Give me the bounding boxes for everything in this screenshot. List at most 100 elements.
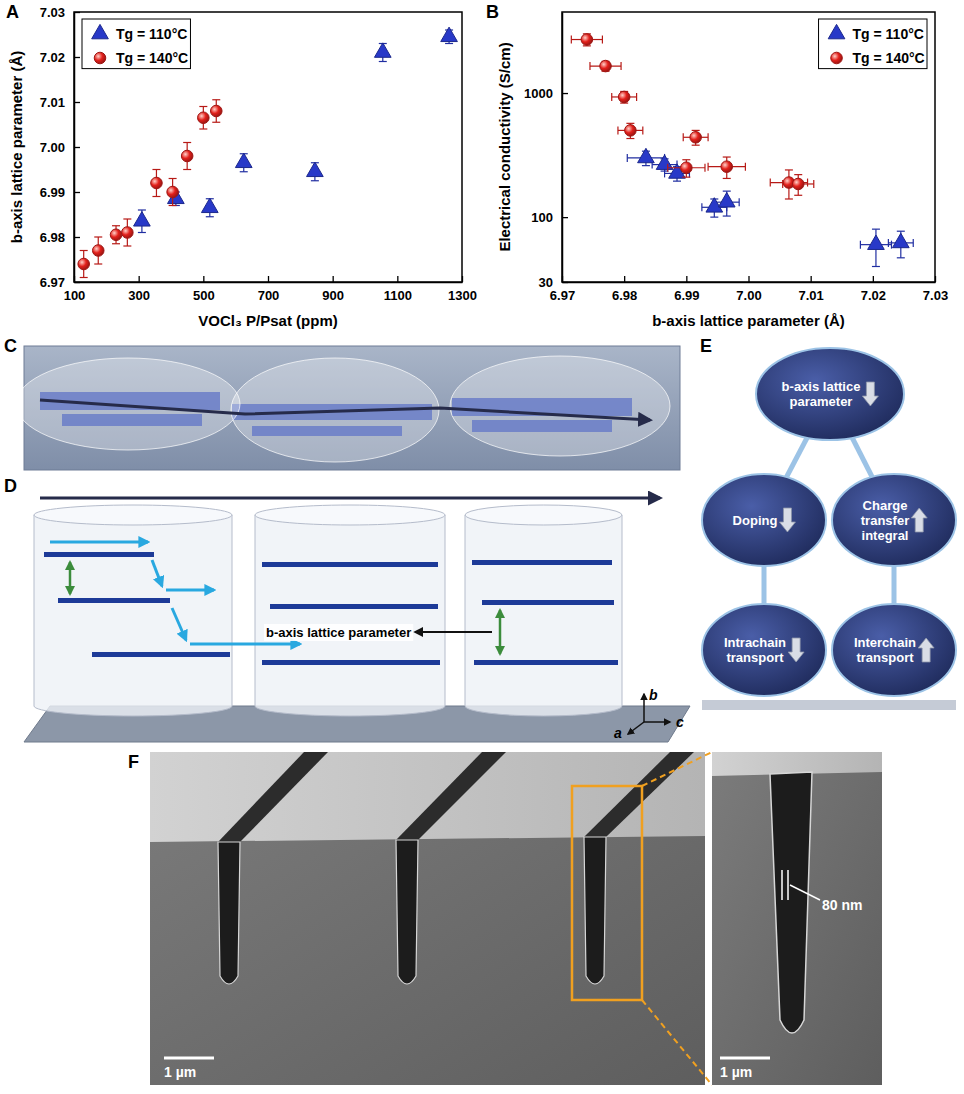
x-error-cap: [664, 169, 665, 177]
x-axis-tick: 6.98: [612, 276, 637, 303]
panel-e: b-axis latticeparameterDopingChargetrans…: [702, 348, 956, 710]
data-point: [690, 132, 702, 144]
y-error-cap: [94, 236, 102, 237]
y-axis: 6.976.986.997.007.017.027.03: [40, 5, 80, 290]
x-axis-tick-mark: [686, 276, 687, 282]
x-axis-tick: 7.02: [861, 276, 886, 303]
x-axis-tick-label: 500: [193, 288, 215, 303]
y-error-cap: [183, 142, 191, 143]
y-error-cap: [80, 277, 88, 278]
trend-arrow: [862, 382, 878, 406]
y-error-cap: [692, 145, 700, 146]
legend-item: Tg = 110°C: [92, 24, 188, 42]
x-axis-tick-mark: [203, 276, 204, 282]
legend-marker: [92, 24, 109, 38]
y-axis-tick: 7.02: [40, 50, 80, 65]
x-error-cap: [739, 198, 740, 206]
data-marks: [78, 27, 457, 277]
data-point: [681, 162, 693, 174]
x-axis-tick-label: 7.03: [923, 288, 948, 303]
y-axis-tick-label: 6.97: [40, 275, 65, 290]
x-error-cap: [770, 179, 771, 187]
y-error-cap: [723, 178, 731, 179]
scale-bar-label: 1 µm: [164, 1064, 196, 1080]
x-axis-tick: 6.99: [674, 276, 699, 303]
legend-marker: [828, 24, 845, 38]
x-error-cap: [636, 93, 637, 101]
y-axis-tick-label: 6.99: [40, 185, 65, 200]
x-axis-tick-label: 7.00: [736, 288, 761, 303]
x-error-cap: [707, 163, 708, 171]
y-axis-tick-mark: [562, 282, 568, 283]
y-error-cap: [199, 128, 207, 129]
node: [756, 348, 904, 440]
node-label: Chargetransferintegral: [861, 498, 909, 543]
x-error-cap: [611, 93, 612, 101]
y-error-cap: [710, 217, 718, 218]
y-error-cap: [626, 123, 634, 124]
legend-box: [819, 19, 927, 69]
x-axis-tick-mark: [139, 276, 140, 282]
y-axis-tick: 7.00: [40, 140, 80, 155]
y-axis-tick: 1000: [524, 86, 568, 101]
y-error-cap: [872, 229, 880, 230]
y-error-cap: [794, 174, 802, 175]
series: [78, 100, 222, 278]
figure: ABCDEF100300500700900110013006.976.986.9…: [0, 0, 964, 1094]
x-axis: 6.976.986.997.007.017.027.03: [550, 276, 948, 303]
y-error-cap: [642, 165, 650, 166]
sem-image: [150, 752, 705, 1085]
x-error-cap: [813, 180, 814, 188]
zoom-box: [572, 786, 642, 1000]
y-error-cap: [112, 225, 120, 226]
y-axis-tick-label: 100: [531, 210, 553, 225]
y-axis-tick-label: 30: [539, 275, 553, 290]
x-axis-tick-mark: [462, 276, 463, 282]
y-axis-tick-label: 6.98: [40, 230, 65, 245]
x-axis-tick-mark: [268, 276, 269, 282]
trench-top: [584, 752, 694, 837]
x-error-cap: [602, 36, 603, 44]
node: [832, 604, 956, 696]
x-error-cap: [707, 133, 708, 141]
x-axis-tick-label: 7.02: [861, 288, 886, 303]
y-axis-tick-mark: [74, 147, 80, 148]
data-point: [198, 112, 210, 124]
y-axis-tick: 6.97: [40, 275, 80, 290]
x-axis-tick-mark: [748, 276, 749, 282]
y-axis-tick-mark: [74, 12, 80, 13]
y-error-cap: [794, 195, 802, 196]
series: [627, 148, 913, 266]
data-point: [235, 153, 252, 167]
data-point: [134, 212, 151, 226]
trench-top: [218, 752, 328, 842]
data-point: [718, 193, 735, 207]
polymer-sheet: [472, 560, 612, 565]
sem-inset: 80 nm1 µm: [712, 752, 882, 1085]
y-error-cap: [199, 106, 207, 107]
y-error-cap: [80, 250, 88, 251]
y-axis-tick-mark: [562, 93, 568, 94]
x-axis-tick: 900: [322, 276, 344, 303]
inset-trench: [770, 772, 812, 1033]
x-axis-tick-label: 300: [128, 288, 150, 303]
y-error-cap: [673, 181, 681, 182]
legend-label: Tg = 110°C: [116, 26, 187, 42]
y-axis: 30 100 1000: [524, 13, 568, 290]
x-axis-tick-mark: [624, 276, 625, 282]
y-axis-tick-mark: [74, 57, 80, 58]
stacking-arrow: [69, 562, 72, 594]
legend-label: Tg = 110°C: [853, 26, 924, 42]
x-axis-tick: 500: [193, 276, 215, 303]
node: [702, 604, 826, 696]
width-marker: [781, 870, 783, 900]
polymer-sheet: [482, 600, 614, 605]
x-axis-tick-label: 900: [322, 288, 344, 303]
x-axis-tick: 7.03: [923, 276, 948, 303]
data-point: [868, 235, 885, 249]
y-error-cap: [723, 156, 731, 157]
x-error-cap: [627, 154, 628, 162]
y-error-cap: [723, 191, 731, 192]
x-axis-tick-mark: [397, 276, 398, 282]
y-axis-tick-mark: [74, 192, 80, 193]
